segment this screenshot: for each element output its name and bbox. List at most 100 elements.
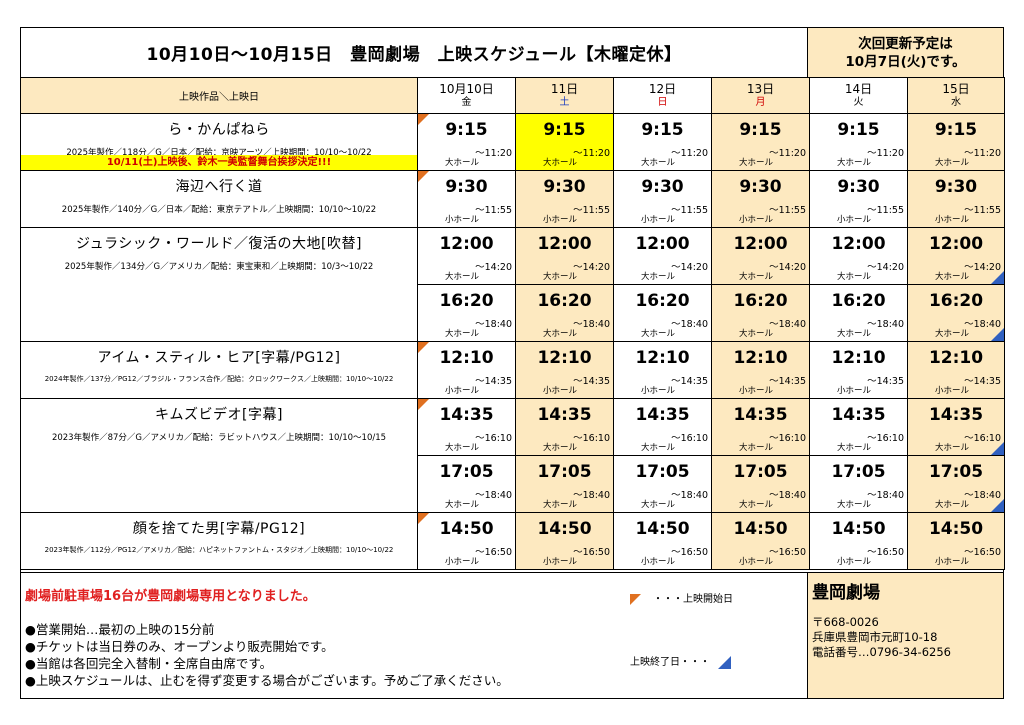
theater-name: 豊岡劇場 xyxy=(812,583,880,603)
start-time: 12:10 xyxy=(928,348,984,368)
hall-label: 大ホール xyxy=(935,500,970,510)
start-time: 9:30 xyxy=(934,177,978,197)
showtime-slot: 9:15 〜11:20 大ホール xyxy=(516,114,613,170)
start-time: 17:05 xyxy=(635,462,690,482)
start-time: 17:05 xyxy=(439,462,494,482)
end-time: 〜18:40 xyxy=(573,319,610,330)
start-time: 16:20 xyxy=(537,291,592,311)
showtime-cell: 12:10 〜14:35 小ホール xyxy=(417,341,516,399)
phone-number: 電話番号…0796-34-6256 xyxy=(812,645,951,659)
start-time: 9:30 xyxy=(641,177,684,197)
legend-end-label: 上映終了日・・・ xyxy=(630,657,710,668)
showtime-cell: 17:05 〜18:40 大ホール xyxy=(613,455,712,513)
date-label: 15日 xyxy=(942,81,970,96)
hall-label: 大ホール xyxy=(935,329,970,339)
end-time: 〜16:50 xyxy=(573,547,610,558)
hall-label: 大ホール xyxy=(445,158,480,168)
showtime-slot: 12:10 〜14:35 小ホール xyxy=(712,342,809,398)
date-label: 11日 xyxy=(550,81,579,96)
showtime-cell: 14:50 〜16:50 小ホール xyxy=(809,512,908,570)
note-item: ●チケットは当日券のみ、オープンより販売開始です。 xyxy=(25,639,334,654)
showtime-cell: 14:35 〜16:10 大ホール xyxy=(809,398,908,456)
showtime-slot: 16:20 〜18:40 大ホール xyxy=(418,285,515,341)
showtime-slot: 9:30 〜11:55 小ホール xyxy=(712,171,809,227)
end-time: 〜18:40 xyxy=(671,319,708,330)
end-time: 〜16:50 xyxy=(769,547,806,558)
hall-label: 大ホール xyxy=(739,272,774,282)
end-time: 〜14:20 xyxy=(573,262,610,273)
start-time: 16:20 xyxy=(733,291,788,311)
hall-label: 大ホール xyxy=(445,443,480,453)
end-time: 〜11:20 xyxy=(671,148,708,159)
end-time: 〜11:20 xyxy=(573,148,610,159)
showtime-slot: 12:00 〜14:20 大ホール xyxy=(516,228,613,284)
showtime-cell: 12:00 〜14:20 大ホール xyxy=(809,227,908,285)
start-time: 9:15 xyxy=(934,120,978,140)
hall-label: 大ホール xyxy=(543,329,578,339)
end-time: 〜11:55 xyxy=(573,205,610,216)
date-header: 10月10日金 xyxy=(417,77,516,114)
showtime-cell: 16:20 〜18:40 大ホール xyxy=(417,284,516,342)
hall-label: 大ホール xyxy=(641,443,676,453)
movie-cell: キムズビデオ[字幕] 2023年製作／87分／G／アメリカ／配給：ラビットハウス／… xyxy=(20,398,418,513)
end-time: 〜16:50 xyxy=(867,547,904,558)
showtime-slot: 12:00 〜14:20 大ホール xyxy=(810,228,907,284)
end-time: 〜14:20 xyxy=(964,262,1001,273)
showtime-cell: 16:20 〜18:40 大ホール xyxy=(515,284,614,342)
date-header: 14日火 xyxy=(809,77,908,114)
start-time: 14:50 xyxy=(831,519,886,539)
hall-label: 大ホール xyxy=(739,500,774,510)
end-time: 〜11:20 xyxy=(964,148,1001,159)
hall-label: 大ホール xyxy=(543,500,578,510)
date-label: 14日 xyxy=(844,81,873,96)
schedule-row: 17:05 〜18:40 大ホール 17:05 〜18:40 大ホール 17:05 〜18:4… xyxy=(21,455,1005,513)
showtime-slot: 14:50 〜16:50 小ホール xyxy=(810,513,907,569)
showtime-slot: 14:35 〜16:10 大ホール xyxy=(712,399,809,455)
hall-label: 小ホール xyxy=(837,386,872,396)
showtime-cell: 17:05 〜18:40 大ホール xyxy=(417,455,516,513)
end-time: 〜18:40 xyxy=(671,490,708,501)
showtime-slot: 17:05 〜18:40 大ホール xyxy=(712,456,809,512)
end-time: 〜16:10 xyxy=(964,433,1001,444)
hall-label: 大ホール xyxy=(445,329,480,339)
movie-info: 2025年製作／140分／G／日本／配給：東京テアトル／上映期間：10/10〜1… xyxy=(61,205,377,215)
end-time: 〜16:10 xyxy=(769,433,806,444)
showtime-slot: 9:15 〜11:20 大ホール xyxy=(712,114,809,170)
start-time: 14:50 xyxy=(928,519,984,539)
showtime-slot: 17:05 〜18:40 大ホール xyxy=(810,456,907,512)
legend-start: ・・・上映開始日 xyxy=(630,590,733,605)
start-time: 14:50 xyxy=(733,519,788,539)
movie-title: キムズビデオ[字幕] xyxy=(155,407,283,423)
end-time: 〜18:40 xyxy=(867,319,904,330)
showtime-cell: 9:30 〜11:55 小ホール xyxy=(907,170,1005,228)
movie-info: 2024年製作／137分／PG12／ブラジル・フランス合作／配給：クロックワーク… xyxy=(44,375,394,383)
showtime-cell: 9:15 〜11:20 大ホール xyxy=(613,113,712,171)
hall-label: 大ホール xyxy=(543,272,578,282)
end-time: 〜14:20 xyxy=(867,262,904,273)
start-time: 9:15 xyxy=(739,120,782,140)
hall-label: 小ホール xyxy=(837,215,872,225)
notes-list: ●営業開始…最初の上映の15分前 ●チケットは当日券のみ、オープンより販売開始で… xyxy=(25,621,509,689)
start-time: 12:00 xyxy=(831,234,886,254)
showtime-cell: 12:10 〜14:35 小ホール xyxy=(809,341,908,399)
showtime-cell: 14:50 〜16:50 小ホール xyxy=(417,512,516,570)
hall-label: 大ホール xyxy=(739,443,774,453)
hall-label: 小ホール xyxy=(739,386,774,396)
showtime-cell: 9:30 〜11:55 小ホール xyxy=(515,170,614,228)
showtime-cell: 16:20 〜18:40 大ホール xyxy=(809,284,908,342)
showtime-cell: 14:35 〜16:10 大ホール xyxy=(515,398,614,456)
end-time: 〜14:35 xyxy=(867,376,904,387)
showtime-slot: 14:35 〜16:10 大ホール xyxy=(810,399,907,455)
showtime-slot: 14:35 〜16:10 大ホール xyxy=(614,399,711,455)
showtime-slot: 14:35 〜16:10 大ホール xyxy=(516,399,613,455)
end-time: 〜14:35 xyxy=(573,376,610,387)
showtime-slot: 9:30 〜11:55 小ホール xyxy=(810,171,907,227)
end-time: 〜16:10 xyxy=(573,433,610,444)
end-time: 〜18:40 xyxy=(769,490,806,501)
showtime-cell: 17:05 〜18:40 大ホール xyxy=(711,455,810,513)
showtime-slot: 12:00 〜14:20 大ホール xyxy=(614,228,711,284)
showtime-cell: 9:30 〜11:55 小ホール xyxy=(613,170,712,228)
showtime-cell: 9:15 〜11:20 大ホール xyxy=(515,113,614,171)
showtime-cell: 14:50 〜16:50 小ホール xyxy=(711,512,810,570)
hall-label: 小ホール xyxy=(641,386,676,396)
